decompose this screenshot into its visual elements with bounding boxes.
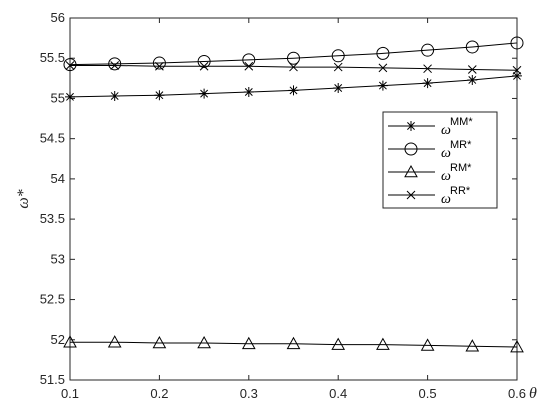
marker-triangle: [331, 337, 346, 350]
marker-circle: [152, 56, 166, 70]
marker-circle: [421, 43, 435, 57]
marker-x: [199, 61, 209, 71]
marker-triangle: [63, 335, 77, 348]
marker-circle: [108, 57, 122, 71]
marker-triangle: [376, 337, 390, 350]
legend-item: ωRR*: [388, 185, 471, 207]
marker-triangle: [465, 339, 480, 352]
marker-triangle: [510, 339, 524, 353]
marker-asterisk: [512, 70, 522, 81]
marker-x: [423, 64, 432, 74]
marker-x: [333, 62, 343, 72]
legend-item: ωMM*: [388, 116, 473, 138]
y-tick-label: 53.5: [40, 211, 65, 226]
legend-label-superscript: RM*: [450, 162, 472, 174]
series-mr: [63, 36, 524, 72]
marker-asterisk: [422, 78, 433, 89]
legend-label-superscript: RR*: [450, 185, 471, 197]
marker-x: [155, 61, 164, 71]
marker-asterisk: [109, 91, 120, 102]
marker-asterisk: [406, 121, 416, 131]
legend-item: ωMR*: [388, 139, 472, 161]
y-tick-label: 53: [51, 251, 65, 266]
legend-box: [382, 111, 498, 209]
series-rm: [63, 335, 524, 353]
series-mm: [65, 70, 522, 102]
marker-x: [110, 61, 120, 70]
marker-x: [406, 190, 416, 200]
x-tick-label: 0.1: [61, 386, 79, 401]
marker-asterisk: [333, 82, 344, 93]
marker-triangle: [152, 335, 167, 349]
marker-triangle: [404, 164, 418, 178]
marker-circle: [404, 142, 418, 156]
legend: ωMM*ωMR*ωRM*ωRR*: [382, 111, 498, 209]
marker-asterisk: [377, 80, 388, 91]
legend-label-superscript: MM*: [450, 116, 473, 128]
legend-label-superscript: MR*: [450, 139, 472, 151]
marker-triangle: [197, 335, 211, 349]
marker-triangle: [241, 336, 256, 350]
series-line: [69, 42, 518, 66]
marker-asterisk: [243, 87, 254, 98]
x-tick-label: 0.6: [508, 386, 526, 401]
marker-circle: [63, 58, 77, 72]
marker-asterisk: [199, 88, 210, 99]
legend-label: ω: [441, 169, 451, 184]
y-tick-label: 54: [51, 171, 65, 186]
marker-triangle: [107, 335, 122, 348]
marker-asterisk: [65, 91, 75, 102]
legend-item: ωRM*: [388, 162, 472, 184]
marker-circle: [287, 51, 300, 65]
y-tick-label: 51.5: [40, 372, 65, 387]
legend-label: ω: [441, 123, 451, 138]
y-tick-label: 55: [51, 90, 65, 105]
legend-label: ω: [441, 192, 451, 207]
marker-circle: [465, 40, 479, 54]
y-tick-label: 56: [51, 10, 65, 25]
x-tick-label: 0.3: [240, 386, 258, 401]
marker-x: [467, 65, 477, 74]
series-line: [70, 341, 518, 348]
marker-circle: [376, 46, 390, 60]
y-tick-label: 52.5: [40, 292, 65, 307]
marker-x: [378, 63, 388, 73]
marker-x: [512, 65, 522, 75]
marker-circle: [197, 54, 211, 68]
marker-triangle: [286, 336, 301, 350]
x-tick-label: 0.5: [419, 386, 437, 401]
series-rr: [65, 61, 522, 75]
marker-x: [289, 62, 298, 72]
marker-x: [244, 61, 254, 71]
y-tick-label: 54.5: [40, 131, 65, 146]
y-tick-label: 52: [51, 332, 65, 347]
marker-circle: [331, 49, 345, 63]
marker-circle: [510, 36, 524, 50]
x-tick-label: 0.4: [329, 386, 347, 401]
y-tick-label: 55.5: [40, 50, 65, 65]
x-tick-label: 0.2: [150, 386, 168, 401]
marker-asterisk: [154, 90, 165, 101]
marker-asterisk: [467, 74, 478, 85]
marker-triangle: [420, 338, 435, 351]
marker-asterisk: [288, 85, 299, 96]
y-axis-title: ω*: [15, 189, 32, 208]
legend-label: ω: [441, 146, 451, 161]
marker-x: [65, 61, 75, 70]
x-axis-title: θ: [529, 385, 537, 402]
